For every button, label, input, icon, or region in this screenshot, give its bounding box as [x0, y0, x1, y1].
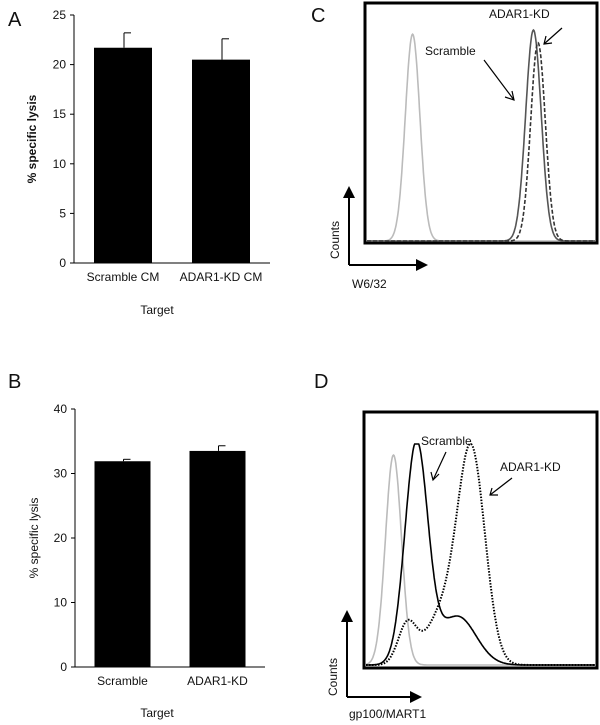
c-curve-isotype	[367, 32, 595, 242]
panel-letter-d: D	[314, 371, 328, 393]
c-y-arrowhead-icon	[343, 186, 355, 198]
a-y-axis-title: % specific lysis	[25, 94, 39, 183]
b-x-tick-label-0: Scramble	[97, 674, 148, 688]
d-plot-frame	[362, 410, 599, 670]
c-arrowhead-scramble-icon	[504, 90, 515, 101]
c-annotation-scramble: Scramble	[425, 44, 476, 58]
b-bar-1	[189, 450, 246, 667]
c-y-axis-title: Counts	[328, 221, 342, 259]
a-y-tick-label-0: 0	[59, 256, 66, 270]
d-y-axis-title: Counts	[326, 658, 340, 696]
c-arrow-adar1-kd	[543, 27, 563, 45]
a-bar-0	[94, 47, 152, 264]
c-arrowhead-adar1-kd-icon	[543, 35, 553, 45]
b-bar-0	[94, 461, 151, 667]
a-y-tick-label-4: 20	[53, 58, 67, 72]
panel-letter-a: A	[8, 9, 22, 31]
b-y-tick-label-0: 0	[60, 660, 67, 674]
c-x-axis-title: W6/32	[352, 277, 387, 291]
c-curve-scramble	[367, 28, 595, 242]
c-plot-frame	[363, 1, 599, 245]
c-annotation-adar1-kd: ADAR1-KD	[489, 7, 550, 21]
b-y-tick-label-4: 40	[54, 402, 68, 416]
c-arrow-scramble	[483, 59, 515, 101]
b-y-tick-label-2: 20	[54, 531, 68, 545]
panel-letter-c: C	[311, 5, 325, 27]
a-x-tick-label-1: ADAR1-KD CM	[180, 270, 263, 284]
a-bar-1	[192, 59, 250, 263]
d-annotation-adar1-kd: ADAR1-KD	[500, 460, 561, 474]
d-x-arrowhead-icon	[410, 691, 422, 703]
d-x-axis-title: gp100/MART1	[349, 707, 426, 721]
d-curve-isotype	[365, 454, 595, 666]
a-y-tick-label-2: 10	[53, 157, 67, 171]
d-annotation-scramble: Scramble	[421, 434, 472, 448]
a-y-tick-label-1: 5	[59, 206, 66, 220]
b-y-tick-label-1: 10	[54, 596, 68, 610]
b-y-tick-label-3: 30	[54, 467, 68, 481]
c-x-arrowhead-icon	[416, 259, 428, 271]
d-arrow-scramble	[432, 451, 447, 481]
panel-letter-b: B	[8, 371, 21, 393]
d-y-arrowhead-icon	[341, 610, 353, 622]
d-arrowhead-adar1-kd-icon	[489, 487, 498, 496]
a-x-axis-title: Target	[140, 303, 174, 317]
panel-d-histogram: Counts gp100/MART1 Scramble ADAR1-KD	[326, 410, 599, 721]
a-y-tick-label-3: 15	[53, 107, 67, 121]
panel-b-bar-chart: 0 10 20 30 40 Scramble ADAR1-KD Target % speci…	[27, 402, 265, 720]
d-curve-adar1-kd	[366, 443, 595, 666]
b-x-tick-label-1: ADAR1-KD	[187, 674, 248, 688]
a-y-tick-label-5: 25	[53, 8, 67, 22]
panel-c-histogram: Counts W6/32 ADAR1-KD Scramble	[328, 1, 599, 291]
b-y-axis-title: % specific lysis	[27, 498, 41, 579]
c-curve-adar1-kd	[367, 41, 595, 242]
a-x-tick-label-0: Scramble CM	[87, 270, 160, 284]
d-arrowhead-scramble-icon	[430, 471, 440, 482]
d-arrow-adar1-kd	[489, 477, 513, 496]
b-x-axis-title: Target	[140, 706, 174, 720]
